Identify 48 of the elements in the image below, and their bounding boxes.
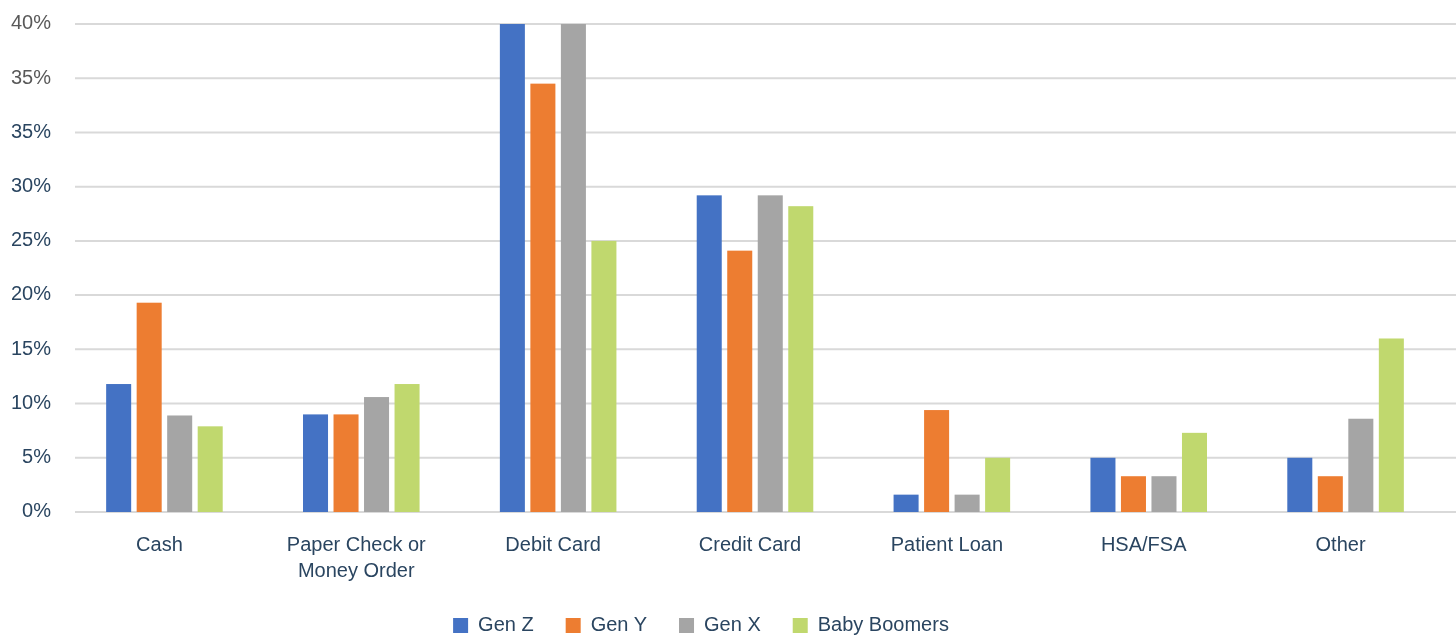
bar [985,457,1011,512]
x-tick-label: Cash [136,533,183,555]
y-tick-label: 25% [10,228,52,251]
bar [696,195,722,512]
bar [893,494,919,512]
bar [530,83,556,512]
y-tick-label: 15% [10,336,52,359]
bar [364,397,390,512]
bar [136,302,162,512]
x-tick-label: Debit Card [505,533,601,555]
y-tick-label: 35% [10,119,52,142]
legend-label: Gen X [704,613,761,636]
x-tick-label: Credit Card [698,533,802,555]
x-tick-label: Other [1315,533,1366,555]
bar [560,24,586,512]
bar [333,414,359,512]
bar [1151,476,1177,512]
bar [788,206,814,512]
legend-label: Gen Y [590,613,648,636]
bar [1090,457,1116,512]
bar [1120,476,1146,512]
bar [303,414,329,512]
bar [757,195,783,512]
y-tick-label: 30% [10,173,52,196]
bar [727,250,753,512]
bar [106,384,132,512]
bar [197,426,223,512]
x-tick-label: Patient Loan [890,533,1004,555]
bar [1378,338,1404,512]
y-tick-label: 5% [22,445,52,468]
y2-tick-label: 40% [10,11,52,34]
bar [1287,457,1313,512]
bar [1181,432,1207,512]
legend-label: Gen Z [478,613,534,636]
bar [1317,476,1343,512]
bar [394,384,420,512]
y-tick-label: 10% [10,390,52,413]
bar [1348,418,1374,512]
legend-label: Baby Boomers [817,613,949,636]
bar [499,24,525,512]
bar [924,410,950,512]
bar [591,240,617,512]
x-tick-label: Paper Check or Money Order [286,533,427,581]
y-tick-label: 0% [22,499,52,522]
x-tick-label: HSA/FSA [1100,533,1188,555]
bar [954,494,980,512]
y-tick-label: 20% [10,282,52,305]
bar [167,415,193,512]
